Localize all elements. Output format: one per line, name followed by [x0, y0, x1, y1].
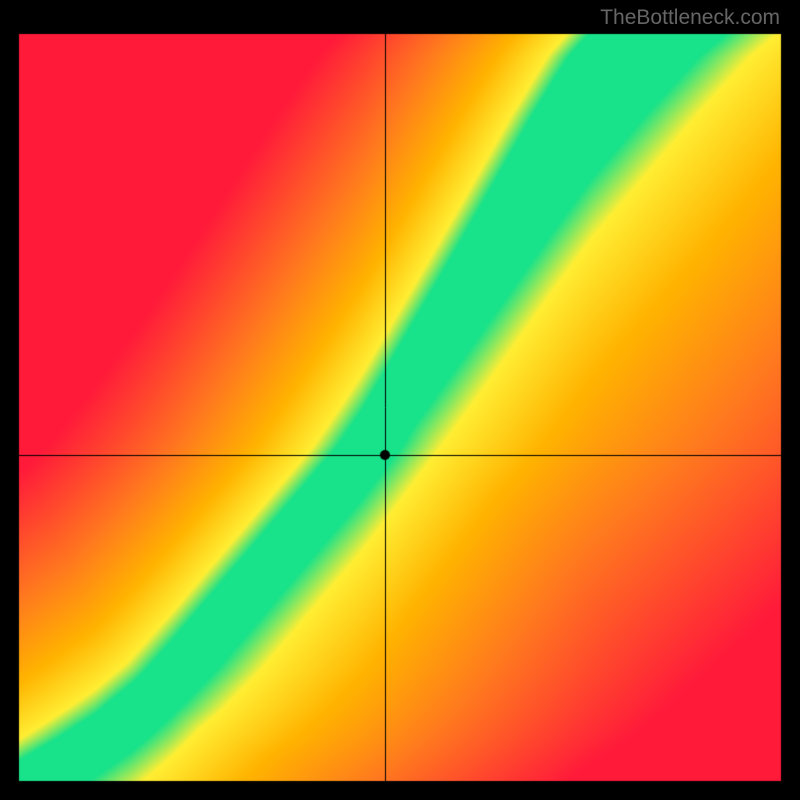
heatmap-canvas — [0, 0, 800, 800]
chart-container: TheBottleneck.com — [0, 0, 800, 800]
watermark-text: TheBottleneck.com — [600, 6, 780, 30]
